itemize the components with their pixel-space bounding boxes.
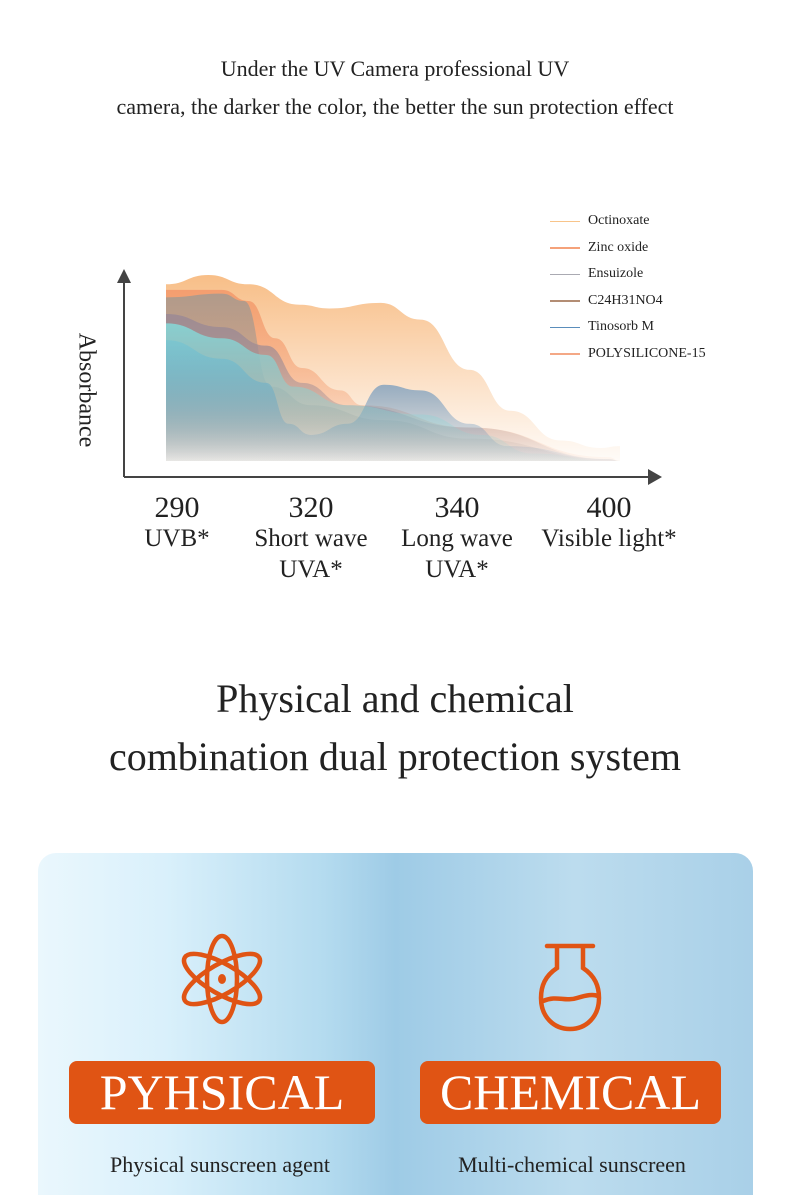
physical-badge: PYHSICAL [69, 1061, 375, 1124]
section-title-line-1: Physical and chemical [216, 676, 574, 721]
legend-label: Ensuizole [588, 266, 644, 282]
x-tick-label: Long wave UVA* [401, 525, 513, 583]
x-tick-label: UVB* [144, 525, 210, 552]
y-axis-arrow [117, 269, 131, 283]
flask-icon [538, 943, 602, 1032]
legend-item: Tinosorb M [550, 314, 706, 341]
x-tick-label: Short wave UVA* [254, 525, 368, 583]
chemical-badge: CHEMICAL [420, 1061, 721, 1124]
x-tick-400: 400 Visible light* [541, 492, 676, 554]
y-axis-label: Absorbance [73, 332, 100, 448]
legend-item: Zinc oxide [550, 235, 706, 262]
legend: Octinoxate Zinc oxide Ensuizole C24H31NO4 Ti… [550, 208, 706, 367]
section-title: Physical and chemical combination dual p… [0, 670, 790, 786]
intro-text: Under the UV Camera professional UV came… [0, 50, 790, 126]
legend-label: Octinoxate [588, 213, 650, 229]
legend-swatch [550, 326, 580, 328]
legend-item: Ensuizole [550, 261, 706, 288]
legend-swatch [550, 247, 580, 249]
legend-swatch [550, 300, 580, 302]
intro-line-2: camera, the darker the color, the better… [116, 94, 674, 119]
protection-panel [38, 853, 753, 1195]
x-tick-340: 340 Long wave UVA* [387, 492, 527, 585]
legend-item: C24H31NO4 [550, 288, 706, 315]
legend-label: C24H31NO4 [588, 292, 663, 308]
x-tick-value: 290 [154, 491, 200, 524]
x-tick-320: 320 Short wave UVA* [241, 492, 381, 585]
intro-line-1: Under the UV Camera professional UV [220, 56, 570, 81]
legend-label: Zinc oxide [588, 239, 649, 255]
section-title-line-2: combination dual protection system [108, 734, 682, 779]
x-tick-label: Visible light* [541, 525, 677, 552]
chemical-caption: Multi-chemical sunscreen [458, 1152, 686, 1177]
absorbance-chart [117, 269, 662, 485]
atom-icon [181, 933, 263, 1025]
physical-caption: Physical sunscreen agent [110, 1152, 330, 1177]
legend-item: Octinoxate [550, 208, 706, 235]
legend-label: Tinosorb M [588, 319, 655, 335]
legend-label: POLYSILICONE-15 [588, 345, 706, 361]
x-axis-arrow [648, 469, 662, 485]
x-tick-value: 400 [586, 491, 632, 524]
legend-swatch [550, 220, 580, 222]
x-tick-value: 340 [434, 491, 480, 524]
x-tick-290: 290 UVB* [144, 492, 209, 554]
area-polysilicone-15 [166, 323, 620, 461]
x-tick-value: 320 [288, 491, 334, 524]
legend-swatch [550, 273, 580, 275]
legend-swatch [550, 353, 580, 355]
legend-item: POLYSILICONE-15 [550, 341, 706, 368]
